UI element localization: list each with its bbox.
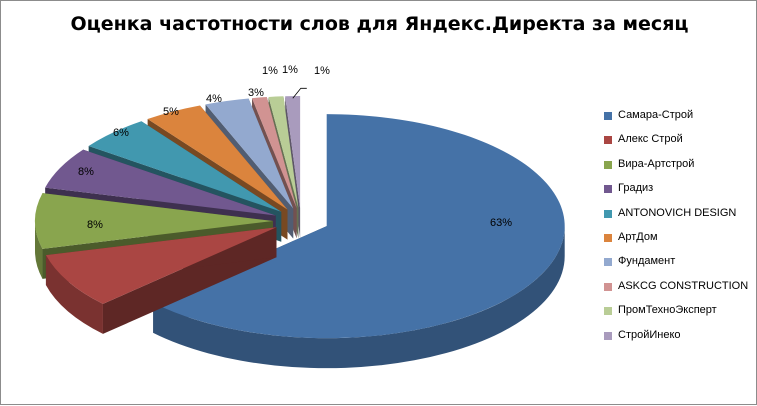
legend-swatch <box>604 234 612 242</box>
legend-label: Алекс Строй <box>618 133 683 146</box>
legend-swatch <box>604 331 612 340</box>
pie-slices <box>34 96 565 369</box>
legend-swatch <box>604 258 612 267</box>
pie-slice-top <box>153 114 565 339</box>
legend-label: Фундамент <box>618 255 676 268</box>
pie-slice-top <box>252 97 297 209</box>
legend-label: ANTONOVICH DESIGN <box>618 206 737 219</box>
legend-label: Вира-Артстрой <box>618 157 695 170</box>
pie-data-label: 3% <box>248 87 264 99</box>
pie-slice-top <box>45 149 276 216</box>
pie-slice-edge <box>153 226 565 369</box>
legend-swatch <box>604 282 612 291</box>
leader-line <box>292 87 307 99</box>
chart-title: Оценка частотности слов для Яндекс.Дирек… <box>70 13 689 35</box>
pie-slice <box>45 227 277 334</box>
pie-data-label: 4% <box>206 93 222 105</box>
pie-data-label: 1% <box>314 65 330 77</box>
pie-slice-top <box>285 96 301 209</box>
legend-swatch <box>604 136 612 145</box>
legend-swatch <box>604 185 612 194</box>
pie-slice-top <box>88 121 282 212</box>
legend-swatch <box>604 160 612 169</box>
pie-data-label: 63% <box>490 217 512 229</box>
pie-slice-top <box>268 96 299 209</box>
pie-data-label: 1% <box>282 64 298 76</box>
pie-data-label: 8% <box>78 166 94 178</box>
pie-slice-top <box>147 105 288 210</box>
pie-slice-top <box>34 193 273 249</box>
legend-label: ASKCG CONSTRUCTION <box>618 279 749 292</box>
pie-slice-edge <box>35 221 43 279</box>
pie-data-label: 6% <box>113 127 129 139</box>
pie-data-label: 8% <box>87 219 103 231</box>
pie-slice-top <box>205 98 294 209</box>
legend-label: ПромТехноЭксперт <box>618 304 717 317</box>
pie-slice-top <box>45 227 277 304</box>
legend-swatch <box>604 112 612 120</box>
pie-slice-edge <box>45 255 103 334</box>
legend-label: Градиз <box>618 182 654 195</box>
legend-label: АртДом <box>618 231 658 243</box>
legend-swatch <box>604 307 612 316</box>
legend-swatch <box>604 209 612 218</box>
pie-data-label: 1% <box>262 65 278 77</box>
legend-label: СтройИнеко <box>618 328 681 341</box>
pie-slice <box>153 114 565 369</box>
legend-label: Самара-Строй <box>618 109 694 121</box>
pie-data-label: 5% <box>163 106 179 118</box>
